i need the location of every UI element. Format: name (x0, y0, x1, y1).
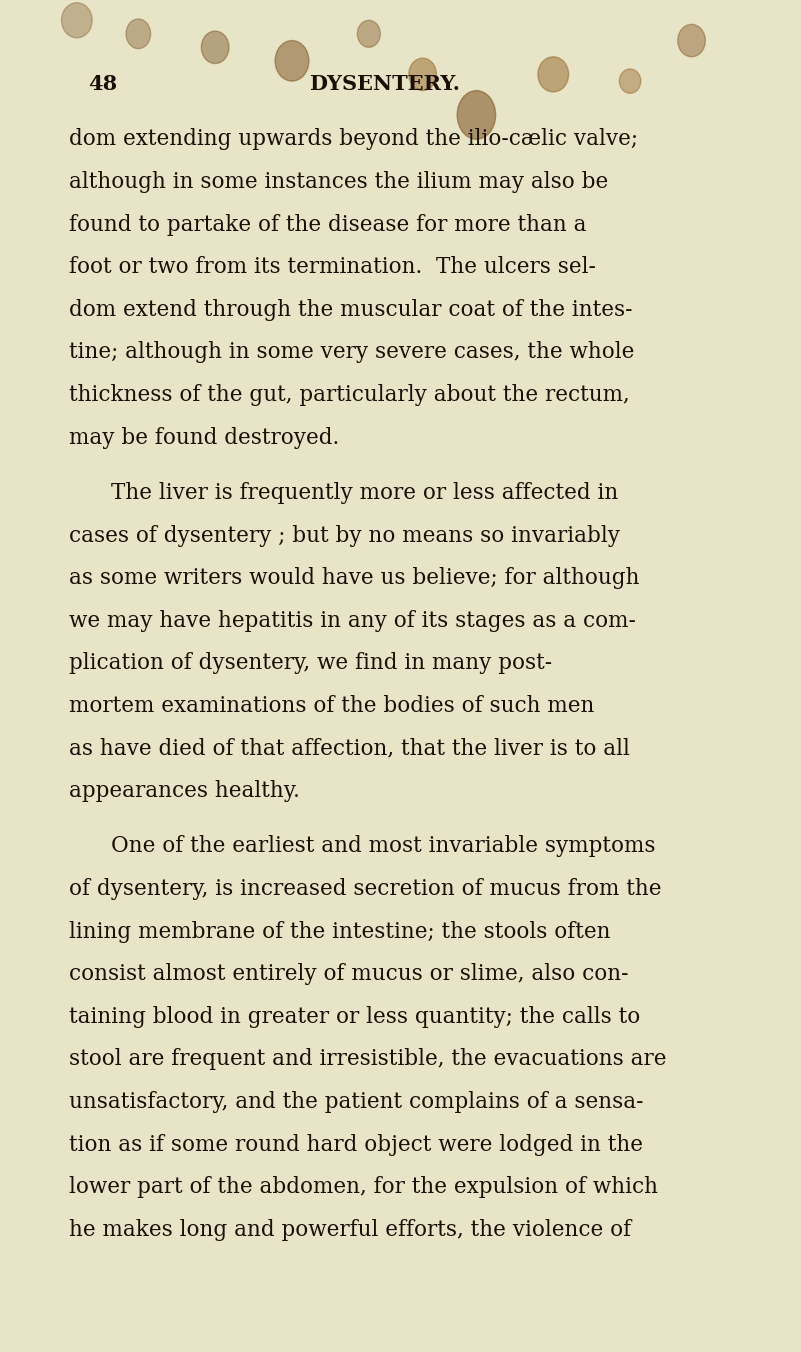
Text: DYSENTERY.: DYSENTERY. (308, 74, 460, 95)
Ellipse shape (409, 58, 437, 91)
Ellipse shape (357, 20, 380, 47)
Text: we may have hepatitis in any of its stages as a com-: we may have hepatitis in any of its stag… (69, 610, 636, 631)
Text: The liver is frequently more or less affected in: The liver is frequently more or less aff… (111, 481, 618, 504)
Text: lining membrane of the intestine; the stools often: lining membrane of the intestine; the st… (69, 921, 610, 942)
Text: of dysentery, is increased secretion of mucus from the: of dysentery, is increased secretion of … (69, 877, 662, 900)
Text: cases of dysentery ; but by no means so invariably: cases of dysentery ; but by no means so … (69, 525, 620, 546)
Text: appearances healthy.: appearances healthy. (69, 780, 300, 802)
Text: mortem examinations of the bodies of such men: mortem examinations of the bodies of suc… (69, 695, 594, 717)
Ellipse shape (619, 69, 641, 93)
Text: thickness of the gut, particularly about the rectum,: thickness of the gut, particularly about… (69, 384, 630, 406)
Text: stool are frequent and irresistible, the evacuations are: stool are frequent and irresistible, the… (69, 1048, 666, 1071)
Text: found to partake of the disease for more than a: found to partake of the disease for more… (69, 214, 586, 235)
Text: dom extending upwards beyond the ilio-cælic valve;: dom extending upwards beyond the ilio-cæ… (69, 128, 638, 150)
Text: as have died of that affection, that the liver is to all: as have died of that affection, that the… (69, 737, 630, 760)
Text: tion as if some round hard object were lodged in the: tion as if some round hard object were l… (69, 1133, 643, 1156)
Ellipse shape (201, 31, 229, 64)
Text: dom extend through the muscular coat of the intes-: dom extend through the muscular coat of … (69, 299, 633, 320)
Ellipse shape (538, 57, 569, 92)
Ellipse shape (62, 3, 92, 38)
Text: he makes long and powerful efforts, the violence of: he makes long and powerful efforts, the … (69, 1218, 631, 1241)
Text: One of the earliest and most invariable symptoms: One of the earliest and most invariable … (111, 836, 656, 857)
Text: 48: 48 (88, 74, 118, 95)
Text: foot or two from its termination.  The ulcers sel-: foot or two from its termination. The ul… (69, 257, 596, 279)
Ellipse shape (126, 19, 151, 49)
Text: as some writers would have us believe; for although: as some writers would have us believe; f… (69, 566, 640, 589)
Text: consist almost entirely of mucus or slime, also con-: consist almost entirely of mucus or slim… (69, 963, 629, 986)
Ellipse shape (457, 91, 496, 139)
Text: plication of dysentery, we find in many post-: plication of dysentery, we find in many … (69, 652, 552, 675)
Text: unsatisfactory, and the patient complains of a sensa-: unsatisfactory, and the patient complain… (69, 1091, 644, 1113)
Text: although in some instances the ilium may also be: although in some instances the ilium may… (69, 172, 609, 193)
Text: taining blood in greater or less quantity; the calls to: taining blood in greater or less quantit… (69, 1006, 641, 1028)
Text: tine; although in some very severe cases, the whole: tine; although in some very severe cases… (69, 341, 634, 364)
Ellipse shape (678, 24, 706, 57)
Text: lower part of the abdomen, for the expulsion of which: lower part of the abdomen, for the expul… (69, 1176, 658, 1198)
Text: may be found destroyed.: may be found destroyed. (69, 426, 340, 449)
Ellipse shape (275, 41, 309, 81)
